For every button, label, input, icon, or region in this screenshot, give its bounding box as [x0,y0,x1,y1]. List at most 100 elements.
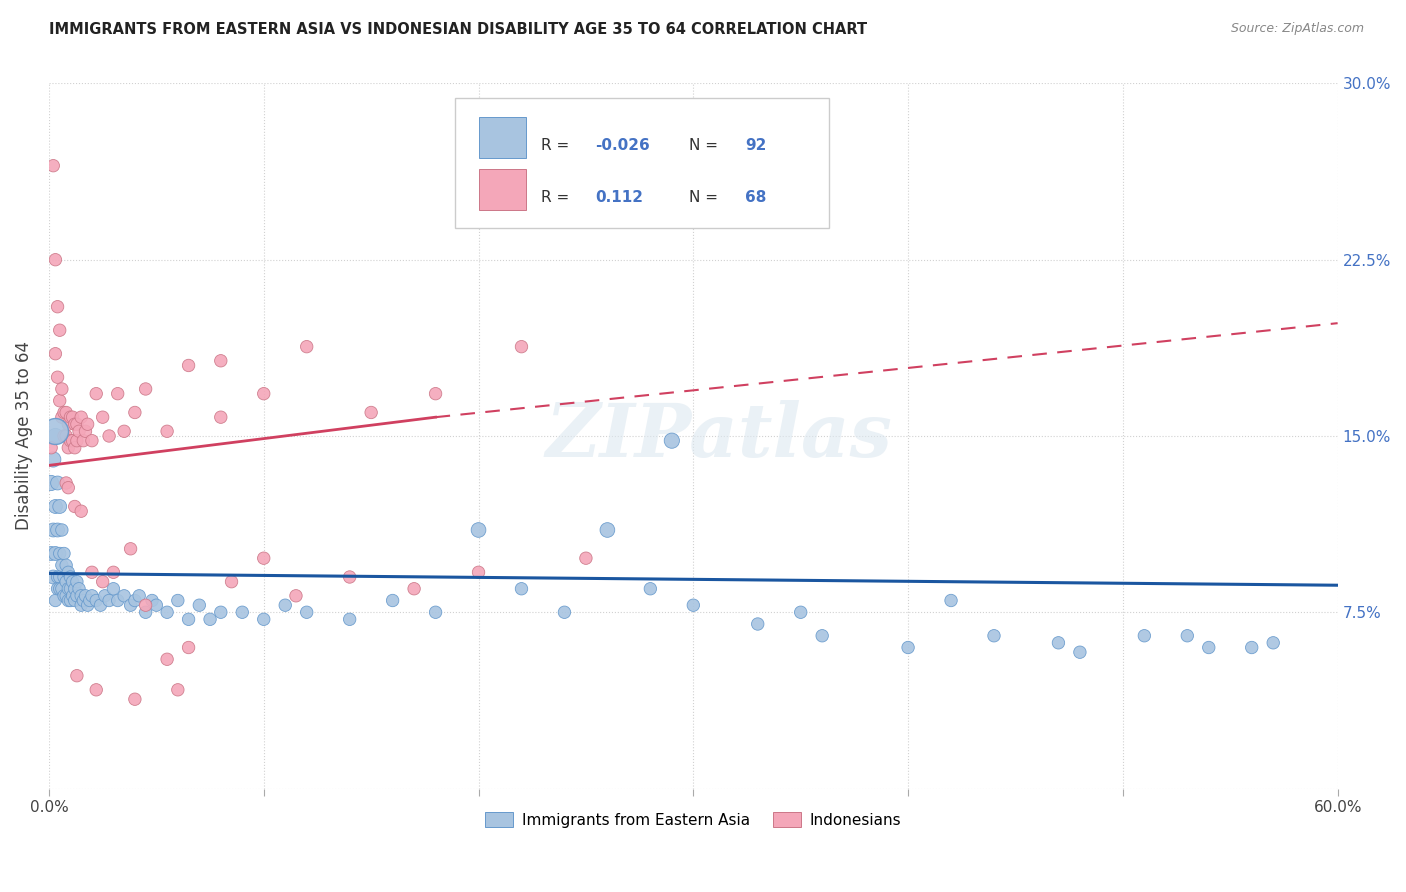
Point [177,612,200,626]
Point [120,541,142,556]
Point [46,570,69,584]
Point [48,323,70,337]
Point [156,605,179,619]
Point [811,629,834,643]
Point [51,382,73,396]
Point [575,551,598,566]
Point [46,300,69,314]
Point [51,558,73,573]
Point [939,593,962,607]
Point [46,582,69,596]
Point [70,598,93,612]
Point [44,547,66,561]
Point [39,547,62,561]
Point [467,566,489,580]
Point [44,252,66,267]
Point [48,547,70,561]
Point [98,429,121,443]
Point [1198,640,1220,655]
Point [44,593,66,607]
Point [75,425,97,439]
Text: IMMIGRANTS FROM EASTERN ASIA VS INDONESIAN DISABILITY AGE 35 TO 64 CORRELATION C: IMMIGRANTS FROM EASTERN ASIA VS INDONESI… [49,22,868,37]
Point [62,589,84,603]
Point [53,570,76,584]
Point [177,640,200,655]
Point [58,417,80,432]
Point [80,589,103,603]
Point [76,417,98,432]
Point [510,582,533,596]
Point [67,425,90,439]
Point [295,340,318,354]
Point [72,593,94,607]
Point [70,589,93,603]
Point [107,386,129,401]
Point [55,589,77,603]
Point [62,434,84,448]
Point [59,434,82,448]
Point [48,500,70,514]
Point [76,598,98,612]
Point [55,475,77,490]
Point [425,605,447,619]
Text: 0.112: 0.112 [595,190,644,205]
Point [94,589,117,603]
Point [46,523,69,537]
Point [209,605,232,619]
Point [58,582,80,596]
Point [39,441,62,455]
Y-axis label: Disability Age 35 to 64: Disability Age 35 to 64 [15,342,32,531]
Point [42,570,65,584]
Point [1133,629,1156,643]
Text: 92: 92 [745,138,766,153]
Point [112,589,135,603]
Point [156,425,179,439]
Point [53,405,76,419]
Text: N =: N = [689,138,723,153]
Point [46,370,69,384]
Point [80,566,103,580]
Point [66,417,89,432]
Point [510,340,533,354]
Point [640,582,662,596]
Point [63,417,86,432]
Point [124,405,146,419]
Point [53,589,76,603]
Point [1240,640,1263,655]
Point [39,475,62,490]
Point [253,612,276,626]
Point [53,547,76,561]
Point [747,617,769,632]
Point [188,598,211,612]
Point [253,386,276,401]
Point [221,574,243,589]
Point [103,582,125,596]
Point [89,598,111,612]
Point [70,504,93,518]
Point [51,582,73,596]
Text: R =: R = [541,138,575,153]
Point [44,425,66,439]
Point [58,566,80,580]
Point [112,425,135,439]
Point [84,682,107,697]
Point [135,598,157,612]
Point [983,629,1005,643]
Point [51,523,73,537]
Point [98,593,121,607]
Point [75,589,97,603]
Point [80,434,103,448]
Point [42,452,65,467]
Point [51,410,73,425]
Point [63,593,86,607]
Point [84,386,107,401]
Text: -0.026: -0.026 [595,138,650,153]
Point [404,582,426,596]
Point [55,574,77,589]
Point [198,612,221,626]
Point [63,441,86,455]
Point [177,359,200,373]
Point [135,382,157,396]
Point [381,593,404,607]
Point [58,593,80,607]
